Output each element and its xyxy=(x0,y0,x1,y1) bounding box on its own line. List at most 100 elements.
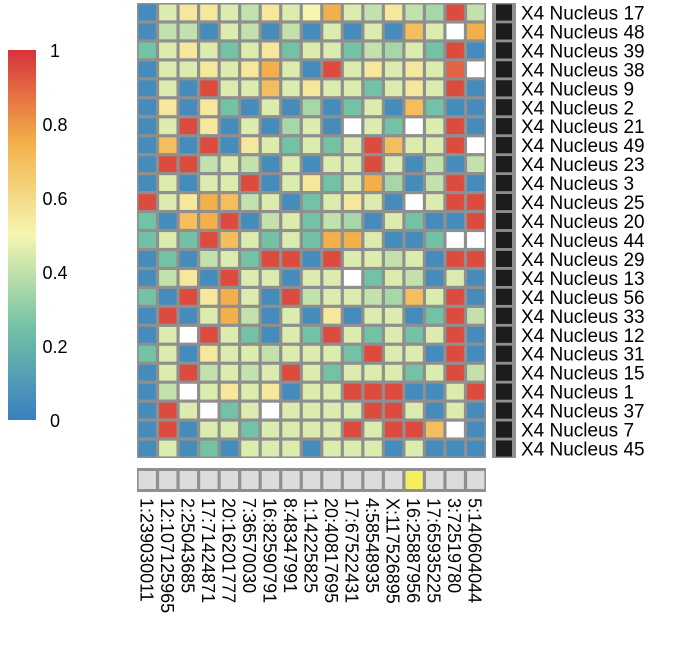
heatmap-cell xyxy=(302,421,321,438)
heatmap-cell xyxy=(138,156,156,173)
heatmap-cell xyxy=(384,194,403,210)
heatmap-cell xyxy=(323,402,341,419)
heatmap-cell xyxy=(159,137,177,154)
heatmap-cell xyxy=(282,288,300,305)
row-label: X4 Nucleus 17 xyxy=(521,3,645,24)
row-label: X4 Nucleus 15 xyxy=(521,364,645,385)
column-label: 17:71424871 xyxy=(198,498,218,603)
heatmap-cell xyxy=(405,288,423,305)
heatmap-cell xyxy=(446,288,464,305)
heatmap-cell xyxy=(446,307,464,324)
row-label: X4 Nucleus 12 xyxy=(521,326,645,347)
heatmap-cell xyxy=(220,213,239,229)
heatmap-cell xyxy=(323,232,341,248)
row-annotation-cell xyxy=(496,42,512,59)
heatmap-cell xyxy=(426,326,444,343)
heatmap-cell xyxy=(405,402,423,419)
row-annotation-cell xyxy=(496,307,512,324)
heatmap-cell xyxy=(200,61,218,78)
row-annotation-cell xyxy=(496,250,512,268)
heatmap-cell xyxy=(220,175,239,191)
heatmap-cell xyxy=(384,440,403,457)
heatmap-cell xyxy=(179,251,197,267)
heatmap-cell xyxy=(405,23,423,40)
heatmap-cell xyxy=(179,421,197,438)
heatmap-cell xyxy=(282,194,300,210)
heatmap-cell xyxy=(384,402,403,419)
heatmap-cell xyxy=(467,364,485,381)
heatmap-cell xyxy=(138,118,156,135)
heatmap-cell xyxy=(343,364,362,381)
heatmap-cell xyxy=(159,251,177,267)
heatmap-cell xyxy=(323,137,341,154)
heatmap-cell xyxy=(220,194,239,210)
heatmap-cell xyxy=(446,440,464,457)
colorbar-tick-label: 0 xyxy=(50,411,60,431)
heatmap-cell xyxy=(426,42,444,59)
heatmap-cell xyxy=(384,118,403,135)
row-label: X4 Nucleus 13 xyxy=(521,269,645,290)
heatmap-cell xyxy=(261,156,280,173)
heatmap-cell xyxy=(302,288,321,305)
heatmap-cell xyxy=(282,42,300,59)
heatmap-cell xyxy=(159,288,177,305)
heatmap-cell xyxy=(241,4,259,21)
heatmap-cell xyxy=(241,194,259,210)
heatmap-cell xyxy=(220,251,239,267)
heatmap-cell xyxy=(426,175,444,191)
row-label: X4 Nucleus 33 xyxy=(521,307,645,328)
heatmap-cell xyxy=(446,345,464,362)
heatmap-cell xyxy=(241,23,259,40)
heatmap-cell xyxy=(159,194,177,210)
heatmap-cell xyxy=(364,440,382,457)
heatmap-cell xyxy=(323,118,341,135)
heatmap-cell xyxy=(302,80,321,97)
heatmap-cell xyxy=(446,421,464,438)
heatmap-cell xyxy=(200,270,218,286)
heatmap-cell xyxy=(261,99,280,116)
colorbar-gradient xyxy=(8,50,36,420)
heatmap-cell xyxy=(200,307,218,324)
heatmap-cell xyxy=(241,251,259,267)
heatmap-cell xyxy=(405,4,423,21)
column-label: 17:67522431 xyxy=(342,498,362,603)
heatmap-cell xyxy=(282,402,300,419)
heatmap-cell xyxy=(323,251,341,267)
heatmap-cell xyxy=(179,440,197,457)
heatmap-cell xyxy=(302,364,321,381)
heatmap-cell xyxy=(364,364,382,381)
heatmap-cell xyxy=(261,383,280,400)
heatmap-cell xyxy=(364,307,382,324)
column-label: 20:16201777 xyxy=(218,498,238,603)
heatmap-cell xyxy=(200,402,218,419)
heatmap-cell xyxy=(323,364,341,381)
heatmap-cell xyxy=(467,326,485,343)
heatmap-cell xyxy=(384,288,403,305)
heatmap-cell xyxy=(220,421,239,438)
heatmap-cell xyxy=(446,232,464,248)
heatmap-cell xyxy=(200,118,218,135)
heatmap-cell xyxy=(159,61,177,78)
row-annotation-cell xyxy=(496,345,512,362)
heatmap-cell xyxy=(179,307,197,324)
heatmap-cell xyxy=(261,23,280,40)
heatmap-cell xyxy=(159,421,177,438)
heatmap-cell xyxy=(200,383,218,400)
heatmap-cell xyxy=(302,326,321,343)
heatmap-cell xyxy=(467,118,485,135)
heatmap-cell xyxy=(343,137,362,154)
row-annotation-background xyxy=(492,3,516,458)
heatmap-cell xyxy=(467,421,485,438)
heatmap-cell xyxy=(261,402,280,419)
heatmap-cell xyxy=(261,364,280,381)
heatmap-cell xyxy=(138,42,156,59)
heatmap-cell xyxy=(467,383,485,400)
heatmap-cell xyxy=(426,288,444,305)
heatmap-cell xyxy=(467,80,485,97)
heatmap-cell xyxy=(405,364,423,381)
column-label: 12:107125965 xyxy=(157,498,177,613)
heatmap-cell xyxy=(426,99,444,116)
heatmap-cell xyxy=(384,175,403,191)
heatmap-cell xyxy=(159,270,177,286)
heatmap-cell xyxy=(241,440,259,457)
